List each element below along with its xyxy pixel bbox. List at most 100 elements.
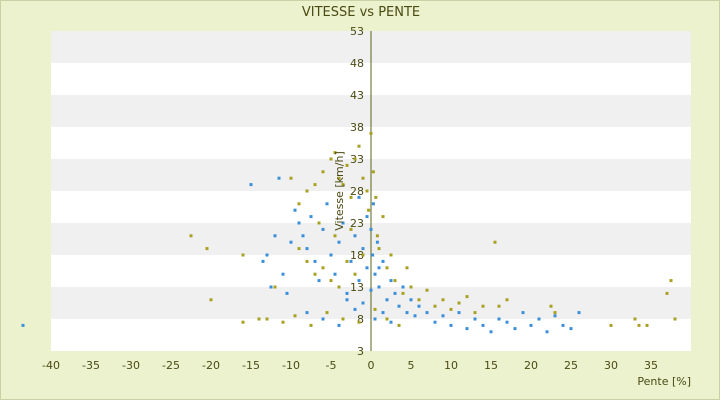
data-point-series-2 [673, 317, 677, 321]
data-point-series-1 [285, 291, 289, 295]
data-point-series-2 [313, 272, 317, 276]
data-point-series-1 [325, 202, 329, 206]
data-point-series-1 [409, 298, 413, 302]
data-point-series-2 [401, 291, 405, 295]
data-point-series-1 [417, 304, 421, 308]
data-point-series-2 [337, 176, 341, 180]
x-tick-label: 15 [484, 359, 498, 372]
data-point-series-1 [277, 176, 281, 180]
data-point-series-1 [349, 259, 353, 263]
data-point-series-2 [325, 311, 329, 315]
data-point-series-2 [353, 272, 357, 276]
data-point-series-1 [521, 311, 525, 315]
data-point-series-2 [637, 323, 641, 327]
data-point-series-2 [441, 298, 445, 302]
x-tick-labels: -40 -35 -30 -25 -20 -15 -10 -5 0 5 10 15 20 25 30 35 [42, 359, 658, 372]
data-point-series-2 [497, 304, 501, 308]
data-point-series-1 [405, 311, 409, 315]
data-point-series-2 [409, 285, 413, 289]
data-point-series-2 [371, 170, 375, 174]
data-point-series-1 [373, 317, 377, 321]
x-tick-label: -20 [202, 359, 220, 372]
data-point-series-1 [375, 240, 379, 244]
data-point-series-1 [489, 330, 493, 334]
data-point-series-2 [361, 176, 365, 180]
data-point-series-1 [365, 266, 369, 270]
data-point-series-2 [373, 307, 377, 311]
data-point-series-2 [397, 323, 401, 327]
data-point-series-2 [425, 288, 429, 292]
y-tick-label: 53 [350, 25, 364, 38]
y-tick-label: 38 [350, 121, 364, 134]
y-tick-label: 18 [350, 249, 364, 262]
y-tick-label: 48 [350, 57, 364, 70]
x-tick-label: -25 [162, 359, 180, 372]
data-point-series-2 [385, 317, 389, 321]
x-tick-label: 30 [604, 359, 618, 372]
data-point-series-1 [505, 320, 509, 324]
data-point-series-1 [373, 272, 377, 276]
data-point-series-1 [329, 253, 333, 257]
data-point-series-1 [357, 195, 361, 199]
data-point-series-1 [309, 215, 313, 219]
data-point-series-1 [413, 314, 417, 318]
data-point-series-2 [457, 301, 461, 305]
x-tick-label: 10 [444, 359, 458, 372]
data-point-series-2 [305, 189, 309, 193]
data-point-series-1 [269, 285, 273, 289]
data-point-series-2 [473, 311, 477, 315]
data-point-series-1 [381, 311, 385, 315]
y-tick-label: 43 [350, 89, 364, 102]
data-point-series-2 [333, 151, 337, 155]
data-point-series-1 [529, 323, 533, 327]
x-tick-label: -10 [282, 359, 300, 372]
data-point-series-1 [377, 266, 381, 270]
data-point-series-2 [381, 215, 385, 219]
x-tick-label: 5 [408, 359, 415, 372]
data-point-series-1 [371, 253, 375, 257]
data-point-series-2 [393, 279, 397, 283]
data-point-series-2 [433, 304, 437, 308]
data-points [21, 131, 677, 334]
data-point-series-1 [513, 327, 517, 331]
data-point-series-2 [493, 240, 497, 244]
data-point-series-2 [241, 320, 245, 324]
data-point-series-1 [371, 202, 375, 206]
data-point-series-2 [353, 157, 357, 161]
data-point-series-2 [361, 253, 365, 257]
data-point-series-1 [305, 247, 309, 251]
data-point-series-1 [345, 291, 349, 295]
x-tick-label: -30 [122, 359, 140, 372]
data-point-series-1 [321, 227, 325, 231]
data-point-series-1 [473, 317, 477, 321]
data-point-series-1 [545, 330, 549, 334]
data-point-series-2 [553, 311, 557, 315]
data-point-series-2 [205, 247, 209, 251]
data-point-series-1 [353, 234, 357, 238]
y-tick-label: 23 [350, 217, 364, 230]
chart-title: VITESSE vs PENTE [302, 5, 420, 20]
data-point-series-2 [333, 234, 337, 238]
data-point-series-2 [297, 247, 301, 251]
data-point-series-2 [389, 253, 393, 257]
data-point-series-1 [21, 323, 25, 327]
data-point-series-2 [665, 291, 669, 295]
data-point-series-1 [357, 279, 361, 283]
data-point-series-1 [249, 183, 253, 187]
data-point-series-2 [329, 157, 333, 161]
y-axis-title: Vitesse [km/h] [333, 151, 346, 231]
data-point-series-2 [209, 298, 213, 302]
data-point-series-2 [305, 259, 309, 263]
data-point-series-2 [189, 234, 193, 238]
data-point-series-2 [505, 298, 509, 302]
data-point-series-1 [457, 311, 461, 315]
data-point-series-1 [553, 314, 557, 318]
data-point-series-1 [425, 311, 429, 315]
data-point-series-2 [385, 266, 389, 270]
data-point-series-2 [273, 285, 277, 289]
data-point-series-2 [337, 285, 341, 289]
data-point-series-1 [369, 288, 373, 292]
data-point-series-2 [241, 253, 245, 257]
